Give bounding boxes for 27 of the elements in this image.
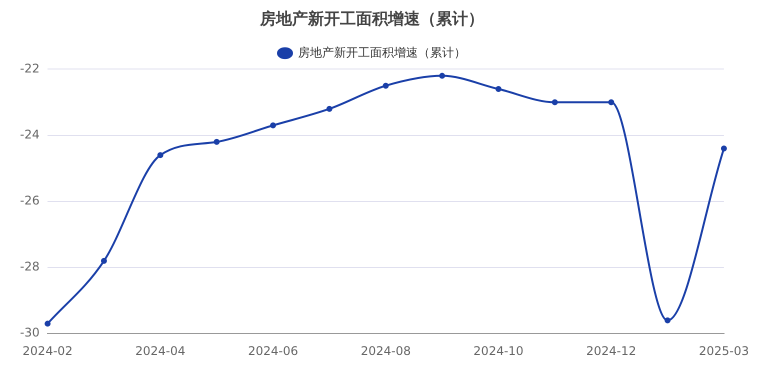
point — [214, 138, 220, 145]
chart-title: 房地产新开工面积增速（累计） — [259, 8, 484, 28]
point — [495, 86, 502, 92]
x-tick-label: 2024-10 — [473, 344, 524, 358]
point — [270, 122, 276, 128]
x-tick-label: 2025-03 — [698, 344, 749, 358]
x-tick-label: 2024-04 — [135, 344, 186, 358]
point — [100, 258, 107, 264]
legend-label: 房地产新开工面积增速（累计） — [298, 45, 466, 60]
point — [382, 82, 389, 89]
point — [439, 72, 446, 79]
y-tick-label: -30 — [20, 326, 40, 340]
point — [44, 320, 51, 327]
point — [157, 152, 164, 158]
x-tick-label: 2024-12 — [586, 344, 636, 358]
point — [720, 146, 727, 152]
y-tick-label: -24 — [20, 127, 40, 142]
point — [608, 99, 614, 106]
y-tick-label: -28 — [20, 260, 40, 274]
y-tick-label: -22 — [20, 61, 40, 76]
point — [326, 106, 332, 112]
y-tick-label: -26 — [20, 194, 40, 208]
x-tick-label: 2024-08 — [360, 344, 411, 358]
x-tick-label: 2024-06 — [248, 344, 298, 358]
point — [552, 99, 558, 106]
x-tick-label: 2024-02 — [22, 344, 73, 358]
point — [664, 317, 671, 324]
